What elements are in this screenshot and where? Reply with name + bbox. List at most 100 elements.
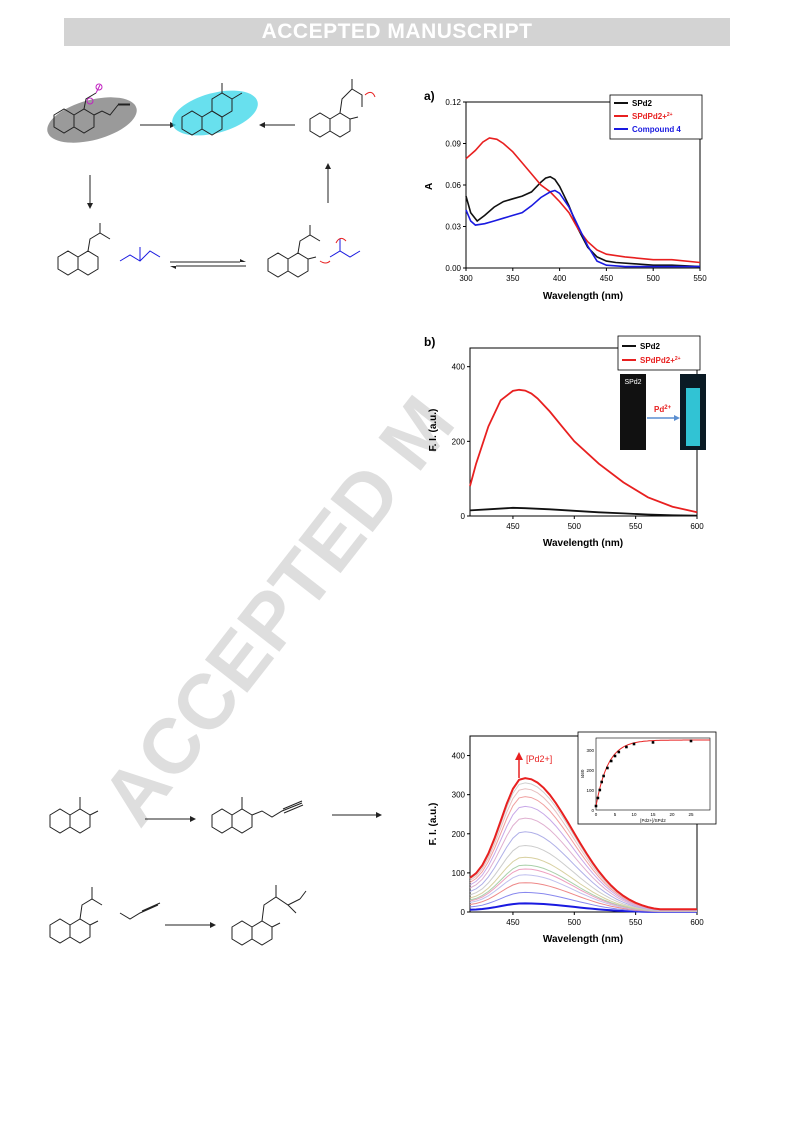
chart-c-xlabel: Wavelength (nm) xyxy=(543,934,623,945)
chartC-inset-ylabel: I460 xyxy=(580,769,585,778)
chartA-xtick-label: 300 xyxy=(459,274,473,283)
chartC-inset-xtick-label: 5 xyxy=(614,812,617,817)
chartC-inset-xtick-label: 20 xyxy=(669,812,675,817)
chartA-xtick-label: 450 xyxy=(600,274,614,283)
chartC-ytick-label: 400 xyxy=(452,752,466,761)
chartA-ytick-label: 0.03 xyxy=(445,223,461,232)
chartB-series-line xyxy=(469,506,698,517)
molecule-start xyxy=(53,83,130,134)
chartC-inset-point xyxy=(596,796,600,800)
chartC-ytick-label: 0 xyxy=(461,908,466,917)
molecule-alkene-propargyl xyxy=(49,887,161,944)
reaction-mechanism-scheme xyxy=(47,79,376,278)
chartB-legend-label: SPdPd2+2+ xyxy=(640,356,681,365)
chartA-ytick-label: 0.12 xyxy=(445,98,461,107)
chartC-inset-ytick-label: 300 xyxy=(586,748,594,753)
chartC-inset-point xyxy=(602,774,605,778)
chartC-inset-point xyxy=(606,766,609,770)
chartA-series-line xyxy=(465,189,700,268)
chartB-xtick-label: 500 xyxy=(568,522,582,531)
vial-spd2 xyxy=(620,374,646,450)
chartC-inset-xtick-label: 10 xyxy=(631,812,637,817)
chart-a-xlabel: Wavelength (nm) xyxy=(543,291,623,302)
chartC-inset-frame xyxy=(595,737,711,811)
molecule-naphthalene-1 xyxy=(49,797,99,834)
chartA-ytick-label: 0.06 xyxy=(445,181,461,190)
chartC-ytick-label: 300 xyxy=(452,791,466,800)
chartC-inset-ytick-label: 100 xyxy=(586,788,594,793)
chart-a-panel-label: a) xyxy=(424,89,435,103)
molecule-allene-product xyxy=(231,885,307,946)
chartB-ytick-label: 0 xyxy=(461,512,466,521)
chartC-inset-ytick-label: 0 xyxy=(591,808,594,813)
chartA-legend-label: Compound 4 xyxy=(632,125,681,134)
chartA-ytick-label: 0.00 xyxy=(445,264,461,273)
chartC-xtick-label: 450 xyxy=(506,918,520,927)
vial-arrow-label-sup: 2+ xyxy=(664,405,671,411)
chartC-xtick-label: 550 xyxy=(629,918,643,927)
chart-b-inset-vials: SPd2 Pd2+ xyxy=(620,374,706,450)
chartA-ytick-label: 0.09 xyxy=(445,140,461,149)
chartA-xtick-label: 350 xyxy=(506,274,520,283)
chartC-inset-xlabel: [Pd2+]/SPd2 xyxy=(640,818,666,823)
accepted-manuscript-banner: ACCEPTED MANUSCRIPT xyxy=(64,18,730,46)
synthesis-scheme xyxy=(49,797,382,946)
chart-a-absorption: a) 0.00 0.03 0.06 0.09 0.12 300 350 400 450 500 5… xyxy=(424,89,707,302)
chartA-series-line xyxy=(465,175,701,268)
chartC-inset-point xyxy=(617,750,621,754)
chartB-ytick-label: 200 xyxy=(452,437,466,446)
chart-a-legend: SPd2 SPdPd2+2+ Compound 4 xyxy=(609,94,703,140)
chart-a-ylabel: A xyxy=(424,183,435,190)
chart-b-ylabel: F. I. (a.u.) xyxy=(428,409,439,452)
chartC-ytick-label: 200 xyxy=(452,830,466,839)
chartC-inset-point xyxy=(600,780,603,784)
chartC-titration-line xyxy=(469,777,697,911)
chartC-titration-line xyxy=(469,844,697,912)
chartA-series-line xyxy=(465,137,701,264)
chartC-ytick-label: 100 xyxy=(452,869,466,878)
chartB-series-line xyxy=(469,388,698,514)
scheme-oval-gray xyxy=(47,97,137,143)
chartC-inset-point xyxy=(609,759,613,763)
chartC-inset-xtick-label: 25 xyxy=(688,812,694,817)
molecule-intermediate-bottom-right xyxy=(267,225,361,278)
svg-text:Pd2+: Pd2+ xyxy=(654,405,672,414)
chartC-inset-point xyxy=(625,745,628,749)
vial-spd2-label: SPd2 xyxy=(624,379,641,386)
molecule-product xyxy=(181,83,243,136)
chartC-inset-point xyxy=(598,788,602,792)
chartB-xtick-label: 600 xyxy=(690,522,704,531)
chartC-inset-point xyxy=(651,741,655,744)
chartC-inset-ytick-label: 200 xyxy=(586,768,594,773)
chart-c-ylabel: F. I. (a.u.) xyxy=(428,803,439,846)
chart-b-fluorescence: b) 0 200 400 450 500 550 600 F. I. (a.u.) Wav… xyxy=(424,335,706,549)
chartC-inset-xtick-label: 0 xyxy=(595,812,598,817)
chartA-legend-label: SPdPd2+2+ xyxy=(632,112,673,121)
chartC-xtick-label: 500 xyxy=(568,918,582,927)
chart-b-panel-label: b) xyxy=(424,335,435,349)
chartA-legend-label: SPd2 xyxy=(632,99,653,108)
chart-b-xlabel: Wavelength (nm) xyxy=(543,538,623,549)
molecule-intermediate-bottom-left xyxy=(57,223,161,276)
chartC-inset-point xyxy=(594,804,598,808)
chartB-xtick-label: 450 xyxy=(506,522,520,531)
chartB-ytick-label: 400 xyxy=(452,363,466,372)
chart-c-annotation: [Pd2+] xyxy=(515,752,552,778)
chart-c-annotation-text: [Pd2+] xyxy=(526,754,552,764)
chartC-inset-xtick-label: 15 xyxy=(650,812,656,817)
chartC-inset-point xyxy=(613,754,617,758)
chartA-xtick-label: 550 xyxy=(693,274,707,283)
molecule-propargyl-ether xyxy=(211,797,304,834)
molecule-intermediate-top-right xyxy=(309,79,376,138)
vial-arrow-label: Pd xyxy=(654,405,664,414)
chartB-xtick-label: 550 xyxy=(629,522,643,531)
chartC-inset-point xyxy=(632,742,636,746)
chart-b-legend: SPd2 SPdPd2+2+ xyxy=(617,335,701,371)
chartC-xtick-label: 600 xyxy=(690,918,704,927)
chartA-xtick-label: 500 xyxy=(647,274,661,283)
watermark-text: ACCEPTED M xyxy=(84,380,471,841)
chart-b-plot-frame xyxy=(469,347,698,517)
chartA-xtick-label: 400 xyxy=(553,274,567,283)
